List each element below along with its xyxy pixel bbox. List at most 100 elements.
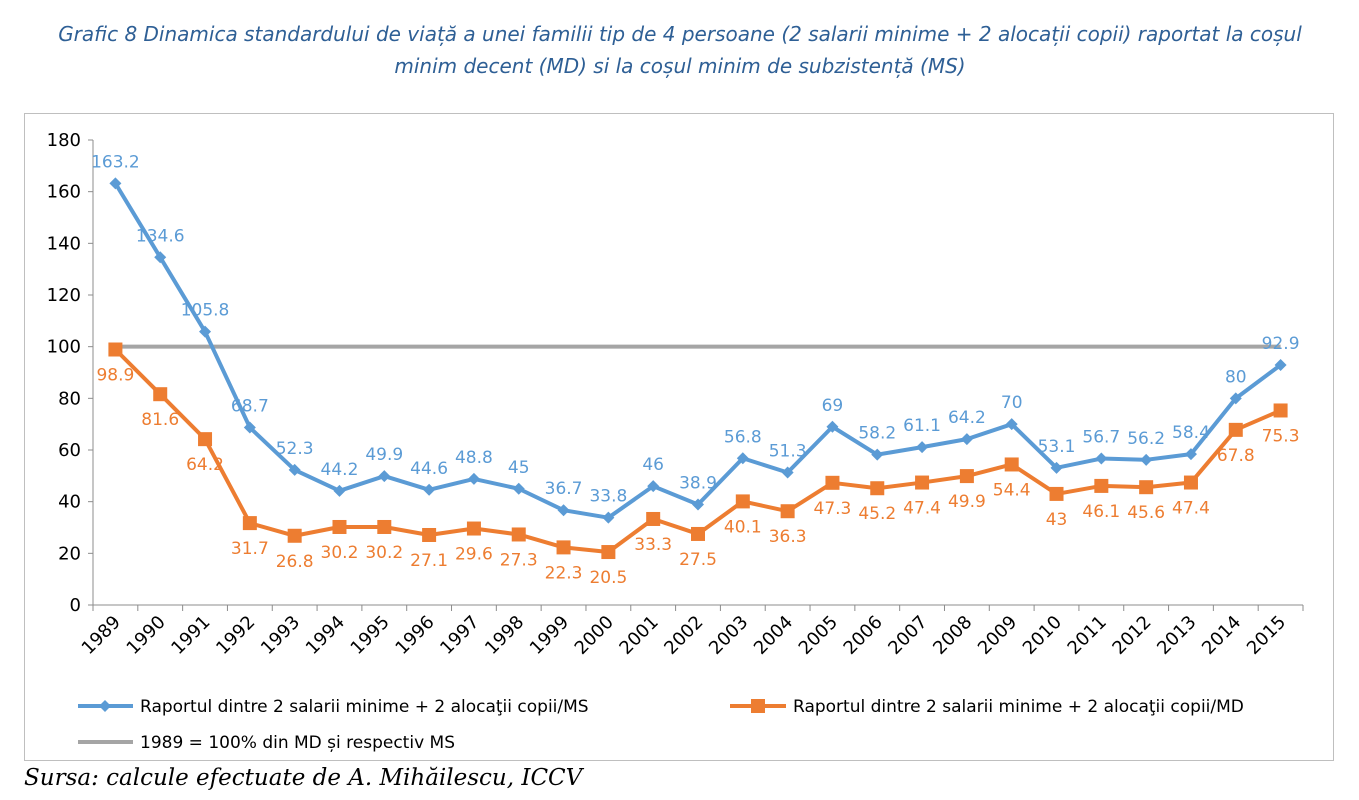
data-label-md: 31.7: [231, 539, 269, 559]
y-tick-label: 20: [58, 543, 81, 564]
x-tick-label: 2011: [1064, 612, 1111, 659]
x-tick-label: 1996: [391, 612, 438, 659]
data-label-md: 75.3: [1262, 426, 1300, 446]
data-point-ms: [1184, 448, 1197, 461]
data-point-md: [108, 342, 123, 357]
data-point-ms: [243, 421, 256, 434]
data-point-ms: [826, 420, 839, 433]
data-point-md: [735, 494, 750, 509]
data-point-md: [915, 475, 930, 490]
data-label-ms: 68.7: [231, 397, 269, 417]
data-label-ms: 49.9: [365, 445, 403, 465]
legend-marker-md: [751, 699, 765, 713]
x-tick-label: 1991: [167, 612, 214, 659]
x-tick-label: 2010: [1019, 612, 1066, 659]
data-label-md: 49.9: [948, 492, 986, 512]
source-note: Sursa: calcule efectuate de A. Mihăilesc…: [24, 765, 583, 791]
data-label-md: 27.1: [410, 551, 448, 571]
data-label-md: 27.3: [500, 550, 538, 570]
data-label-md: 27.5: [679, 550, 717, 570]
chart-title-line-1: Grafic 8 Dinamica standardului de viață …: [58, 22, 1302, 46]
chart-frame: [24, 113, 1334, 761]
data-label-md: 98.9: [96, 366, 134, 386]
y-tick-label: 100: [47, 337, 81, 358]
data-point-md: [870, 481, 885, 496]
data-label-ms: 64.2: [948, 408, 986, 428]
data-label-md: 29.6: [455, 545, 493, 565]
data-label-ms: 56.8: [724, 427, 762, 447]
y-tick-label: 80: [58, 388, 81, 409]
data-point-ms: [333, 484, 346, 497]
data-label-md: 47.4: [903, 499, 941, 519]
data-point-ms: [1050, 461, 1063, 474]
data-label-md: 67.8: [1217, 446, 1255, 466]
data-label-md: 40.1: [724, 517, 762, 537]
data-point-md: [646, 511, 661, 526]
x-tick-label: 2000: [571, 612, 618, 659]
data-point-ms: [1005, 418, 1018, 431]
data-point-ms: [557, 504, 570, 517]
data-label-ms: 46: [642, 455, 664, 475]
data-label-md: 46.1: [1082, 502, 1120, 522]
chart-title: Grafic 8 Dinamica standardului de viață …: [20, 18, 1340, 82]
x-tick-label: 2005: [795, 612, 842, 659]
data-point-md: [1183, 475, 1198, 490]
series-line-ms: [113, 182, 1282, 520]
data-label-ms: 33.8: [589, 487, 627, 507]
data-label-md: 20.5: [589, 568, 627, 588]
data-label-md: 81.6: [141, 410, 179, 430]
data-label-ms: 52.3: [276, 439, 314, 459]
x-tick-label: 2007: [884, 612, 931, 659]
data-point-ms: [602, 511, 615, 524]
data-point-md: [825, 475, 840, 490]
data-point-md: [1049, 486, 1064, 501]
y-tick-label: 120: [47, 285, 81, 306]
data-point-md: [1273, 403, 1288, 418]
x-tick-label: 1999: [526, 612, 573, 659]
data-label-ms: 38.9: [679, 474, 717, 494]
data-point-md: [1139, 480, 1154, 495]
x-tick-label: 2012: [1108, 612, 1155, 659]
data-point-md: [153, 387, 168, 402]
data-point-ms: [423, 483, 436, 496]
data-point-ms: [288, 463, 301, 476]
data-point-ms: [1229, 392, 1242, 405]
data-point-ms: [1274, 359, 1287, 372]
data-label-ms: 58.2: [858, 424, 896, 444]
data-point-md: [780, 504, 795, 519]
y-tick-label: 60: [58, 440, 81, 461]
legend-label-md: Raportul dintre 2 salarii minime + 2 alo…: [793, 697, 1244, 717]
data-label-md: 45.6: [1127, 503, 1165, 523]
data-label-md: 30.2: [321, 543, 359, 563]
y-tick-label: 0: [70, 595, 81, 616]
x-tick-label: 2002: [660, 612, 707, 659]
data-label-ms: 105.8: [181, 301, 230, 321]
x-tick-label: 2003: [705, 612, 752, 659]
data-point-md: [198, 432, 213, 447]
data-point-ms: [916, 441, 929, 454]
legend-label-reference: 1989 = 100% din MD și respectiv MS: [140, 733, 455, 753]
legend-marker-ms: [99, 700, 111, 712]
x-tick-label: 2001: [615, 612, 662, 659]
data-point-md: [287, 528, 302, 543]
data-point-ms: [781, 466, 794, 479]
data-point-md: [959, 469, 974, 484]
y-tick-label: 40: [58, 492, 81, 513]
data-label-md: 43: [1046, 510, 1068, 530]
x-tick-label: 2013: [1153, 612, 1200, 659]
data-label-ms: 70: [1001, 393, 1023, 413]
data-label-ms: 44.6: [410, 459, 448, 479]
chart-title-line-2: minim decent (MD) si la coșul minim de s…: [394, 54, 966, 78]
data-point-ms: [154, 251, 167, 264]
data-label-ms: 45: [508, 458, 530, 478]
data-point-md: [377, 519, 392, 534]
y-tick-label: 160: [47, 182, 81, 203]
x-tick-label: 1993: [257, 612, 304, 659]
data-point-ms: [1140, 453, 1153, 466]
x-tick-label: 2004: [750, 612, 797, 659]
data-point-ms: [1095, 452, 1108, 465]
x-tick-label: 2008: [929, 612, 976, 659]
data-point-md: [242, 516, 257, 531]
x-tick-label: 1992: [212, 612, 259, 659]
data-label-ms: 92.9: [1262, 334, 1300, 354]
